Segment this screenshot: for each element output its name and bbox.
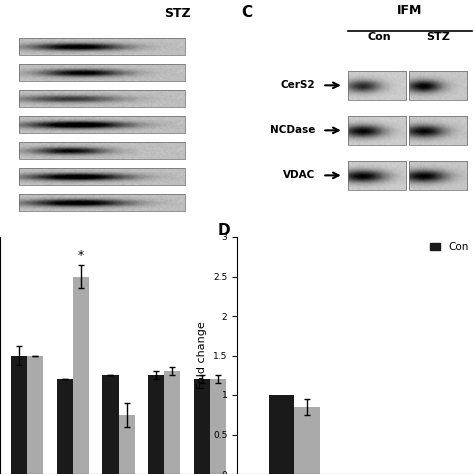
- Bar: [409, 116, 467, 145]
- Text: IFM: IFM: [397, 4, 423, 17]
- Bar: [348, 116, 406, 145]
- Text: STZ: STZ: [164, 7, 191, 20]
- Bar: [409, 71, 467, 100]
- Bar: [102, 375, 118, 474]
- Text: D: D: [218, 223, 231, 238]
- Text: CerS2: CerS2: [281, 80, 315, 91]
- Bar: [409, 161, 467, 190]
- Bar: [11, 356, 27, 474]
- Text: Con: Con: [367, 32, 391, 42]
- Text: C: C: [242, 5, 253, 20]
- Bar: [56, 379, 73, 474]
- Bar: [210, 379, 226, 474]
- Bar: [164, 371, 181, 474]
- Bar: [27, 356, 43, 474]
- Text: STZ: STZ: [427, 32, 450, 42]
- Bar: [194, 379, 210, 474]
- Text: VDAC: VDAC: [283, 170, 315, 181]
- Bar: [348, 161, 406, 190]
- Bar: [19, 142, 185, 159]
- Bar: [19, 168, 185, 185]
- Bar: [348, 71, 406, 100]
- Bar: [148, 375, 164, 474]
- Bar: [19, 38, 185, 55]
- Bar: [19, 90, 185, 107]
- Bar: [19, 194, 185, 211]
- Bar: [73, 276, 89, 474]
- Y-axis label: Fold change: Fold change: [197, 322, 207, 389]
- Legend: Con: Con: [429, 242, 469, 252]
- Bar: [19, 64, 185, 81]
- Bar: [294, 407, 319, 474]
- Bar: [118, 415, 135, 474]
- Text: *: *: [78, 249, 84, 262]
- Bar: [19, 116, 185, 133]
- Bar: [269, 395, 294, 474]
- Text: NCDase: NCDase: [270, 125, 315, 136]
